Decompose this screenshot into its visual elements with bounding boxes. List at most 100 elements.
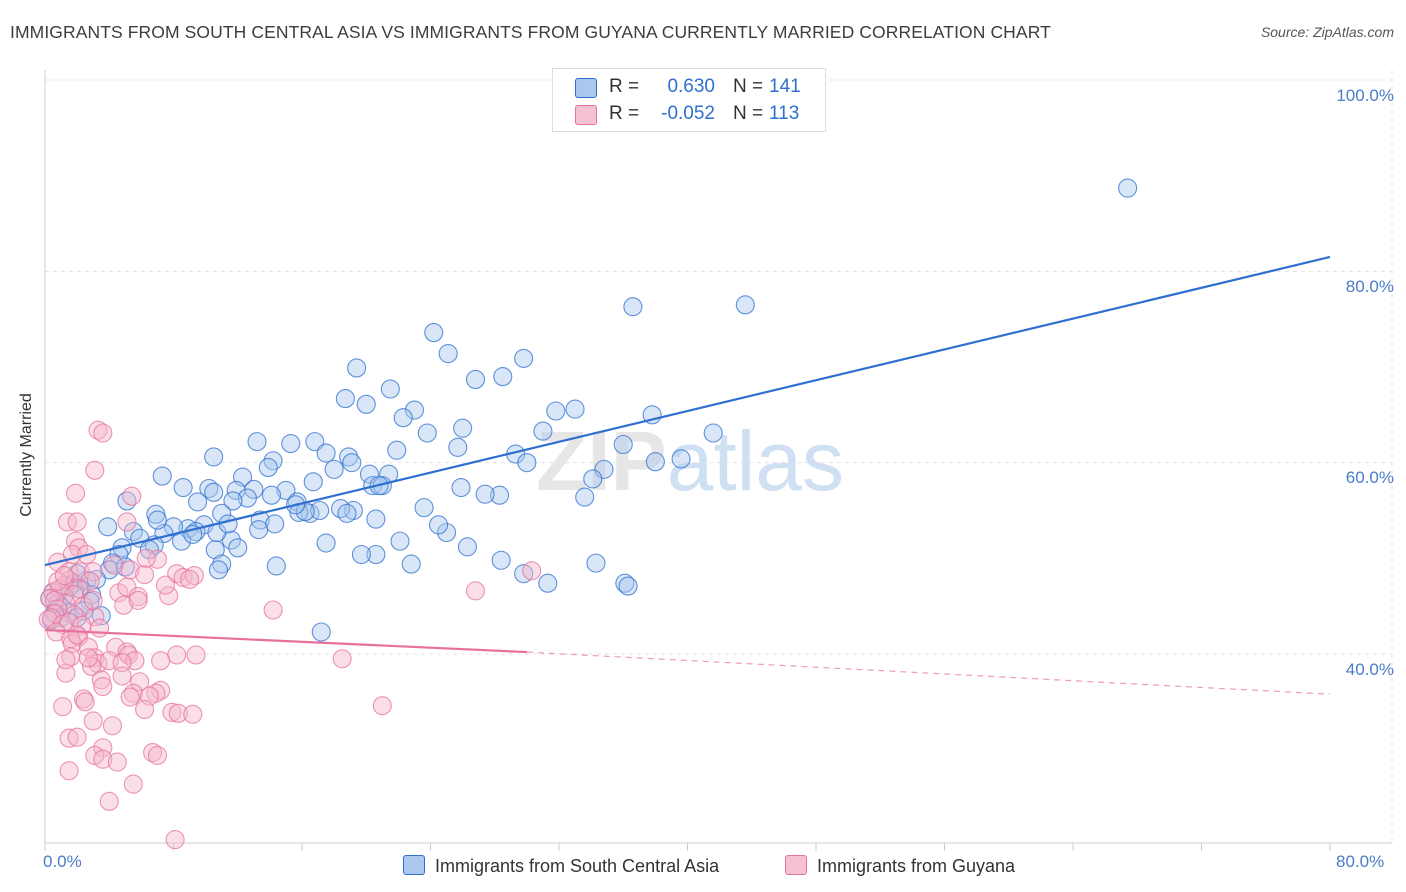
data-point [393,408,413,428]
data-point [86,569,106,589]
data-point [67,625,87,645]
data-point [546,401,566,421]
legend-label: Immigrants from South Central Asia [435,856,720,876]
data-point [404,400,424,420]
data-point [387,440,407,460]
data-point [53,614,73,634]
data-point [183,704,203,724]
trend-line-blue [44,255,1331,567]
data-point [117,577,137,597]
data-point [493,367,513,387]
data-point [465,581,486,601]
data-point [390,531,410,551]
data-point [128,590,148,610]
data-point [465,369,486,389]
data-point [83,590,103,610]
data-point [135,699,155,720]
data-point [173,477,193,498]
data-point [122,486,142,506]
data-point [281,433,301,454]
data-point [1118,178,1138,198]
data-point [74,689,94,709]
data-point [93,749,113,769]
data-point [112,653,132,673]
data-point [335,389,355,409]
data-point [90,618,110,638]
data-point [93,423,113,443]
data-point [78,648,98,668]
data-point [475,484,495,504]
correlation-row-blue: R = 0.630 N = 141 [553,74,823,100]
data-point [228,538,248,558]
correlation-row-pink: R = -0.052 N = 113 [553,101,823,127]
x-tick-label: 80.0% [1336,852,1385,871]
data-point [339,447,359,467]
data-point [645,452,665,472]
n-value: 113 [769,103,800,124]
watermark-atlas: atlas [667,414,844,508]
legend-item-guyana[interactable]: Immigrants from Guyana [785,852,1015,877]
data-point [53,697,73,717]
data-point [453,418,473,438]
data-point [75,692,95,712]
data-point [204,482,224,502]
data-point [517,453,537,473]
correlation-box: R = 0.630 N = 141 R = -0.052 N = 113 [552,68,826,132]
data-point [623,297,643,317]
data-point [223,491,243,511]
data-point [59,761,79,781]
legend-label: Immigrants from Guyana [817,856,1016,876]
data-point [135,565,155,585]
data-point [437,522,457,543]
data-point [276,480,296,500]
data-point [188,492,208,512]
data-point [451,477,471,498]
data-point [99,791,119,811]
data-point [522,561,542,581]
data-point [93,676,113,697]
data-point [123,774,143,794]
data-point [316,533,336,553]
data-point [204,447,224,467]
data-point [112,666,132,686]
data-point [575,487,595,507]
data-point [80,571,100,591]
data-point [324,459,344,479]
data-point [305,432,325,452]
data-point [356,394,376,414]
data-point [104,555,124,575]
y-tick-label: 60.0% [1345,468,1394,487]
data-point [78,637,98,657]
data-point [372,696,392,716]
data-point [83,711,103,731]
legend-item-south-central-asia[interactable]: Immigrants from South Central Asia [403,852,719,877]
r-label: R = [609,76,640,97]
series-south-central-asia [40,178,1138,642]
data-point [247,432,267,452]
n-label: N = [733,76,764,97]
data-point [613,434,633,455]
data-point [594,459,614,479]
data-point [41,608,61,628]
data-point [147,745,167,765]
series-guyana [38,420,542,850]
data-point [366,544,386,565]
data-point [586,553,606,573]
r-label: R = [609,103,640,124]
data-point [337,503,357,523]
data-point [67,727,87,747]
source-credit: Source: ZipAtlas.com [1260,24,1394,40]
y-tick-label: 40.0% [1345,660,1394,679]
data-point [57,512,78,532]
data-point [303,472,323,492]
data-point [159,586,179,606]
data-point [67,512,87,532]
data-point [618,576,638,596]
data-point [491,550,511,570]
data-point [266,556,286,576]
data-point [117,512,137,532]
n-label: N = [733,103,764,124]
data-point [417,423,437,443]
data-point [401,554,421,574]
